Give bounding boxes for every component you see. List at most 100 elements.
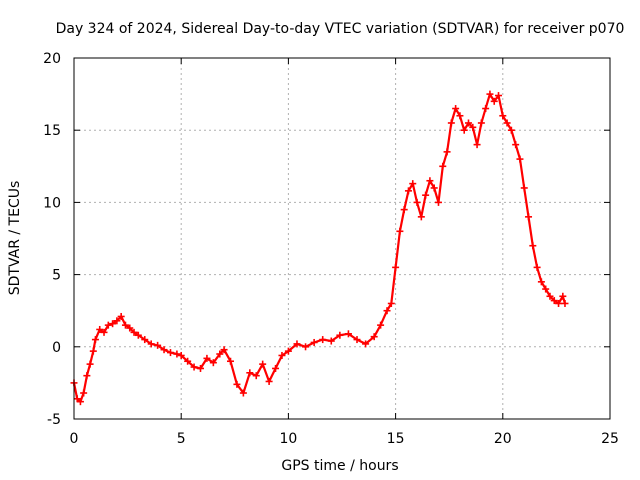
data-point [426, 177, 434, 185]
series-line [72, 92, 567, 403]
data-point [252, 372, 260, 380]
data-point [327, 337, 335, 345]
y-axis-label: SDTVAR / TECUs [7, 181, 23, 296]
data-point [130, 328, 138, 336]
data-point [529, 242, 537, 250]
data-point [434, 198, 442, 206]
y-tick-label: 0 [52, 340, 61, 356]
data-point [464, 119, 472, 127]
data-point [91, 336, 99, 344]
data-point [477, 119, 485, 127]
data-point [96, 325, 104, 333]
y-tick-label: 10 [43, 195, 61, 211]
data-point [246, 369, 254, 377]
data-point [209, 359, 217, 367]
data-point [86, 360, 94, 368]
x-axis: 0 5 10 15 20 25 [70, 58, 619, 447]
data-point [537, 278, 545, 286]
x-axis-label: GPS time / hours [281, 458, 398, 474]
data-point [417, 213, 425, 221]
data-point [177, 351, 185, 359]
data-point [147, 340, 155, 348]
data-point [184, 357, 192, 365]
data-point [173, 350, 181, 358]
data-point [507, 126, 515, 134]
y-tick-label: 5 [52, 268, 61, 284]
data-point [160, 346, 168, 354]
y-axis: -5 0 5 10 15 20 [43, 51, 610, 428]
chart-title: Day 324 of 2024, Sidereal Day-to-day VTE… [56, 21, 625, 37]
data-point [377, 321, 385, 329]
data-point [362, 340, 370, 348]
data-point [141, 336, 149, 344]
data-point [121, 321, 129, 329]
data-point [387, 299, 395, 307]
data-point [499, 112, 507, 120]
data-point [80, 389, 88, 397]
data-point [203, 354, 211, 362]
data-point [460, 126, 468, 134]
data-point [117, 312, 125, 320]
data-point [104, 321, 112, 329]
data-point [533, 263, 541, 271]
x-tick-label: 25 [601, 431, 619, 447]
data-point [370, 333, 378, 341]
y-tick-label: 15 [43, 123, 61, 139]
x-tick-label: 10 [279, 431, 297, 447]
data-point [196, 364, 204, 372]
plot-area [70, 90, 569, 406]
data-point [166, 349, 174, 357]
data-point [452, 105, 460, 113]
data-point [447, 119, 455, 127]
data-point [555, 299, 563, 307]
plot-frame [73, 57, 611, 420]
data-point [336, 331, 344, 339]
data-point [512, 141, 520, 149]
data-point [383, 307, 391, 315]
data-point [272, 364, 280, 372]
data-point [239, 389, 247, 397]
grid [74, 58, 610, 419]
data-point [422, 191, 430, 199]
data-point [233, 380, 241, 388]
data-point [126, 324, 134, 332]
data-point [109, 320, 117, 328]
x-tick-label: 0 [70, 431, 79, 447]
data-point [456, 112, 464, 120]
data-point [486, 90, 494, 98]
data-point [469, 123, 477, 131]
data-point [76, 398, 84, 406]
data-point [220, 346, 228, 354]
data-point [89, 347, 97, 355]
y-tick-label: -5 [47, 412, 61, 428]
data-point [259, 360, 267, 368]
data-point [559, 292, 567, 300]
data-point [473, 141, 481, 149]
x-tick-label: 5 [177, 431, 186, 447]
data-point [265, 377, 273, 385]
data-point [293, 340, 301, 348]
data-point [443, 148, 451, 156]
data-point [278, 351, 286, 359]
x-tick-label: 15 [387, 431, 405, 447]
data-point [392, 263, 400, 271]
data-point [227, 357, 235, 365]
data-point [542, 285, 550, 293]
data-point [216, 350, 224, 358]
data-point [503, 119, 511, 127]
data-point [561, 299, 569, 307]
data-point [396, 227, 404, 235]
data-point [134, 331, 142, 339]
data-point [310, 338, 318, 346]
data-point [482, 105, 490, 113]
data-point [495, 92, 503, 100]
data-point [516, 155, 524, 163]
data-point [546, 292, 554, 300]
data-point [190, 363, 198, 371]
data-point [409, 180, 417, 188]
data-point [154, 341, 162, 349]
data-point [413, 198, 421, 206]
data-point [83, 372, 91, 380]
data-point [302, 343, 310, 351]
